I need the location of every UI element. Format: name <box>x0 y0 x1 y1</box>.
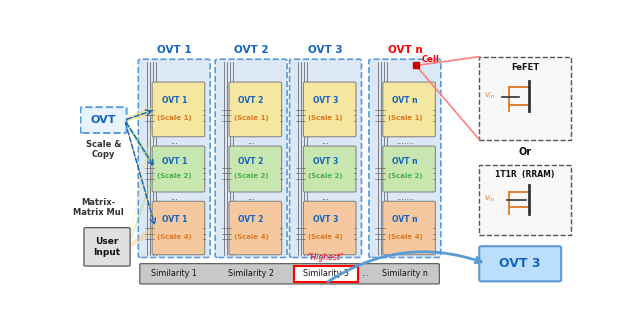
FancyBboxPatch shape <box>303 201 356 255</box>
Text: ...: ... <box>170 138 178 146</box>
FancyBboxPatch shape <box>84 228 130 266</box>
Text: .......: ....... <box>396 193 414 202</box>
FancyBboxPatch shape <box>215 59 287 258</box>
Text: (Scale 4): (Scale 4) <box>308 234 343 240</box>
Text: (Scale 4): (Scale 4) <box>234 234 269 240</box>
FancyBboxPatch shape <box>479 57 571 140</box>
Text: OVT 2: OVT 2 <box>239 96 264 105</box>
Polygon shape <box>128 224 156 249</box>
Text: OVT 3: OVT 3 <box>499 257 541 270</box>
FancyBboxPatch shape <box>479 246 561 281</box>
FancyBboxPatch shape <box>152 201 205 255</box>
Text: OVT n: OVT n <box>392 157 418 166</box>
Text: OVT 3: OVT 3 <box>313 157 338 166</box>
Text: (Scale 2): (Scale 2) <box>234 173 268 180</box>
Text: OVT n: OVT n <box>387 45 422 55</box>
Text: (Scale 1): (Scale 1) <box>308 115 343 121</box>
FancyBboxPatch shape <box>369 59 441 258</box>
Text: Similarity n: Similarity n <box>382 269 428 278</box>
Text: OVT 3: OVT 3 <box>313 215 338 224</box>
Text: Matrix-
Matrix Mul: Matrix- Matrix Mul <box>74 198 124 217</box>
Polygon shape <box>128 165 156 249</box>
FancyBboxPatch shape <box>152 146 205 192</box>
FancyBboxPatch shape <box>303 146 356 192</box>
Text: User
Input: User Input <box>93 237 120 257</box>
Text: OVT 2: OVT 2 <box>234 45 268 55</box>
FancyBboxPatch shape <box>229 201 282 255</box>
Text: (Scale 4): (Scale 4) <box>157 234 191 240</box>
FancyBboxPatch shape <box>138 59 210 258</box>
FancyBboxPatch shape <box>289 59 362 258</box>
Text: "Highest": "Highest" <box>307 253 344 262</box>
Text: ...: ... <box>321 138 330 146</box>
Text: OVT n: OVT n <box>392 96 418 105</box>
Text: (Scale 1): (Scale 1) <box>234 115 268 121</box>
FancyBboxPatch shape <box>229 82 282 137</box>
FancyBboxPatch shape <box>81 107 127 133</box>
Text: OVT n: OVT n <box>392 215 418 224</box>
Text: OVT 1: OVT 1 <box>161 215 187 224</box>
Text: ...: ... <box>361 269 369 278</box>
FancyBboxPatch shape <box>479 165 571 235</box>
Text: (Scale 1): (Scale 1) <box>157 115 191 121</box>
Text: OVT: OVT <box>91 115 116 125</box>
FancyBboxPatch shape <box>383 201 435 255</box>
Text: ...: ... <box>247 193 255 202</box>
Text: ...: ... <box>321 193 330 202</box>
FancyBboxPatch shape <box>140 264 439 284</box>
FancyBboxPatch shape <box>152 82 205 137</box>
FancyBboxPatch shape <box>383 146 435 192</box>
Text: Cell: Cell <box>422 55 440 64</box>
Text: Similarity 1: Similarity 1 <box>151 269 197 278</box>
Text: (Scale 4): (Scale 4) <box>387 234 422 240</box>
Text: Scale &
Copy: Scale & Copy <box>86 140 122 159</box>
Text: OVT 3: OVT 3 <box>313 96 338 105</box>
Text: Similarity 2: Similarity 2 <box>228 269 274 278</box>
Text: OVT 2: OVT 2 <box>239 157 264 166</box>
Text: OVT 1: OVT 1 <box>161 157 187 166</box>
Text: (Scale 2): (Scale 2) <box>388 173 422 180</box>
Text: $V_{in}$: $V_{in}$ <box>484 194 495 204</box>
FancyBboxPatch shape <box>294 266 358 282</box>
Text: (Scale 2): (Scale 2) <box>157 173 191 180</box>
Text: .......: ....... <box>396 138 414 146</box>
Text: 1T1R  (RRAM): 1T1R (RRAM) <box>495 170 555 179</box>
Text: (Scale 2): (Scale 2) <box>308 173 343 180</box>
Text: OVT 1: OVT 1 <box>157 45 191 55</box>
Text: (Scale 1): (Scale 1) <box>388 115 422 121</box>
FancyBboxPatch shape <box>229 146 282 192</box>
Text: FeFET: FeFET <box>511 63 540 72</box>
Text: Similarity 3: Similarity 3 <box>303 269 348 278</box>
FancyBboxPatch shape <box>303 82 356 137</box>
Polygon shape <box>125 118 156 232</box>
FancyBboxPatch shape <box>383 82 435 137</box>
Text: ...: ... <box>247 138 255 146</box>
Text: $V_{in}$: $V_{in}$ <box>484 91 495 101</box>
Text: OVT 3: OVT 3 <box>308 45 343 55</box>
Text: OVT 2: OVT 2 <box>239 215 264 224</box>
Polygon shape <box>125 118 156 173</box>
Polygon shape <box>128 105 156 249</box>
Polygon shape <box>125 105 156 122</box>
Text: Or: Or <box>518 147 532 157</box>
Text: ...: ... <box>170 193 178 202</box>
Text: OVT 1: OVT 1 <box>161 96 187 105</box>
